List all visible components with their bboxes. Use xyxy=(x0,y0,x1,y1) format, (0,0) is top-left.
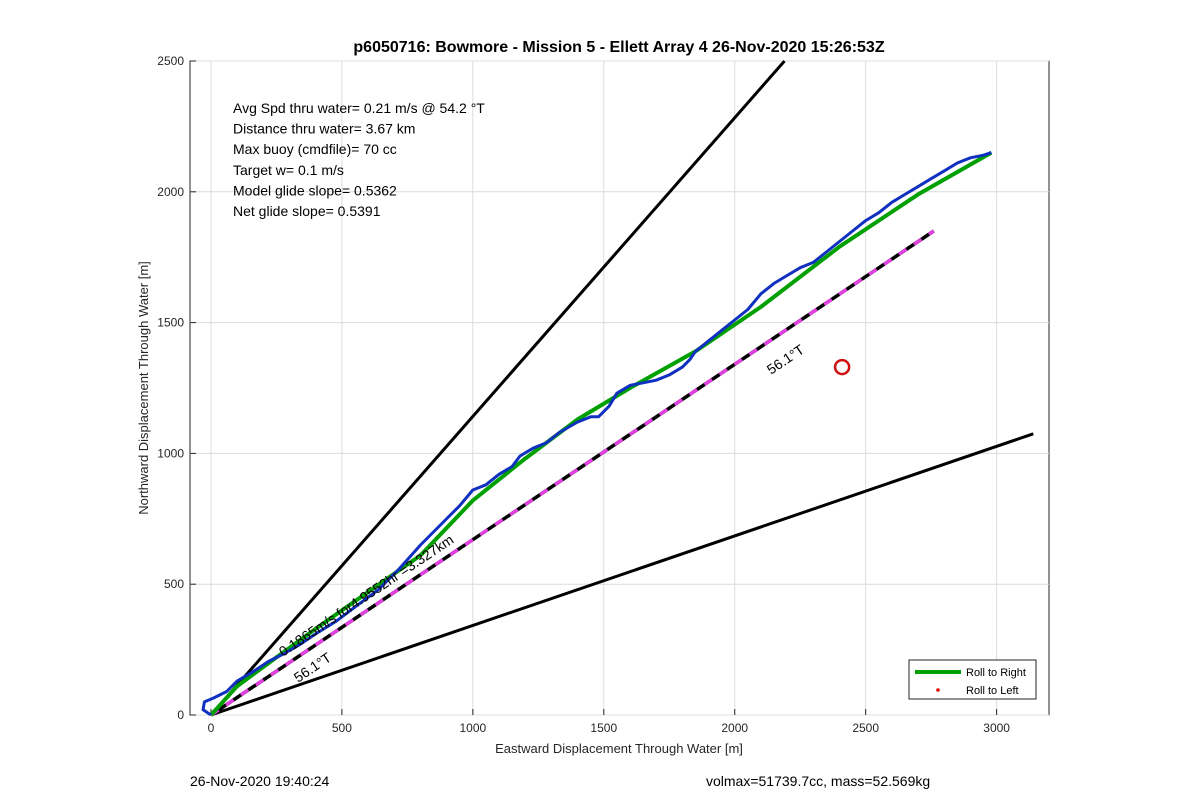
grid xyxy=(190,60,1049,716)
y-tick-label: 500 xyxy=(164,577,184,591)
x-tick-label: 1000 xyxy=(459,721,486,735)
y-tick-label: 1000 xyxy=(157,446,184,460)
legend: Roll to Right Roll to Left xyxy=(908,659,1037,700)
series-roll-to-right xyxy=(209,150,993,717)
series-group xyxy=(201,60,1034,717)
x-tick-label: 500 xyxy=(332,721,352,735)
y-tick-label: 2500 xyxy=(157,54,184,68)
stats-line: Net glide slope= 0.5391 xyxy=(233,203,381,219)
y-axis-label: Northward Displacement Through Water [m] xyxy=(136,261,151,515)
footer-volmax-mass: volmax=51739.7cc, mass=52.569kg xyxy=(706,773,931,789)
stats-box: Avg Spd thru water= 0.21 m/s @ 54.2 °T Di… xyxy=(233,100,485,219)
footer-timestamp: 26-Nov-2020 19:40:24 xyxy=(190,773,330,789)
x-tick-label: 0 xyxy=(208,721,215,735)
legend-label-roll-left: Roll to Left xyxy=(966,685,1019,697)
stats-line: Max buoy (cmdfile)= 70 cc xyxy=(233,141,397,157)
y-tick-label: 0 xyxy=(177,708,184,722)
legend-box xyxy=(908,659,1037,700)
ticks: 0 500 1000 1500 2000 2500 3000 0 500 1000 1500 2000… xyxy=(157,54,1010,735)
chart-title: p6050716: Bowmore - Mission 5 - Ellett A… xyxy=(353,39,884,56)
y-tick-label: 2000 xyxy=(157,185,184,199)
x-tick-label: 2500 xyxy=(852,721,879,735)
y-tick-label: 1500 xyxy=(157,316,184,330)
target-marker xyxy=(833,358,851,376)
plot-area xyxy=(189,60,1050,716)
stats-line: Distance thru water= 3.67 km xyxy=(233,121,415,137)
stats-line: Avg Spd thru water= 0.21 m/s @ 54.2 °T xyxy=(233,100,485,116)
x-tick-label: 1500 xyxy=(590,721,617,735)
series-track xyxy=(201,151,992,717)
x-axis-label: Eastward Displacement Through Water [m] xyxy=(495,741,743,756)
stats-line: Target w= 0.1 m/s xyxy=(233,162,344,178)
x-tick-label: 3000 xyxy=(983,721,1010,735)
heading-line-dash xyxy=(210,229,935,717)
x-tick-label: 2000 xyxy=(721,721,748,735)
legend-label-roll-right: Roll to Right xyxy=(966,667,1026,679)
bound-line-lower xyxy=(210,432,1034,717)
stats-line: Model glide slope= 0.5362 xyxy=(233,182,397,198)
bound-line-upper xyxy=(209,60,786,716)
legend-swatch-roll-left xyxy=(936,688,940,692)
chart: 0 500 1000 1500 2000 2500 3000 0 500 1000 1500 2000… xyxy=(136,39,1050,756)
